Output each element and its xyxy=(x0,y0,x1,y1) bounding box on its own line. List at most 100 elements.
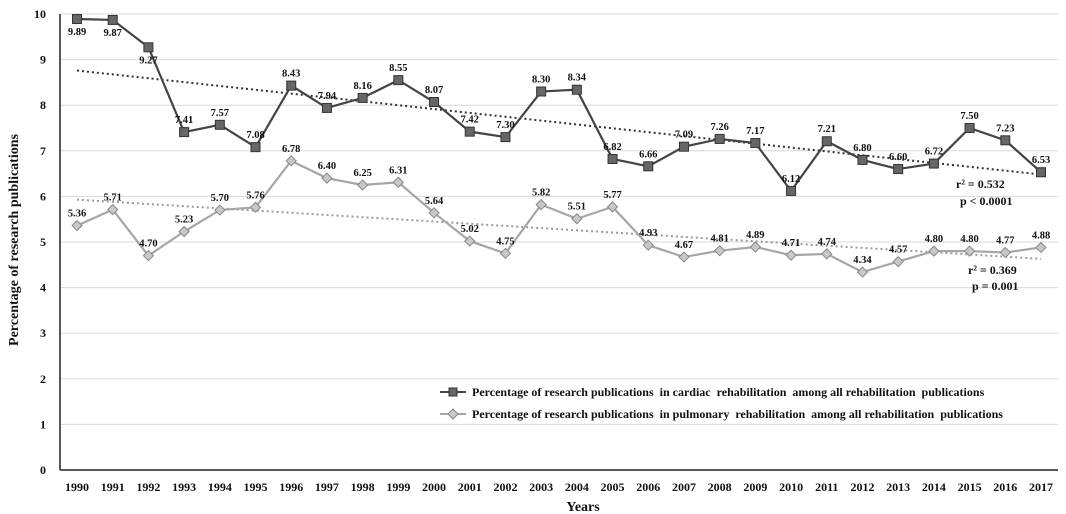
data-point xyxy=(501,133,510,142)
data-point xyxy=(751,139,760,148)
data-point xyxy=(608,155,617,164)
data-label: 5.02 xyxy=(461,224,479,235)
data-point xyxy=(857,267,867,277)
data-label: 6.60 xyxy=(889,152,907,163)
y-tick-label: 3 xyxy=(40,326,46,340)
x-tick-label: 2004 xyxy=(565,480,589,494)
data-label: 5.23 xyxy=(175,215,193,226)
legend-pulmonary-label: Percentage of research publications in p… xyxy=(472,407,1003,421)
data-point xyxy=(537,87,546,96)
data-point xyxy=(322,103,331,112)
x-tick-label: 2013 xyxy=(886,480,910,494)
data-point xyxy=(394,76,403,85)
data-label: 7.08 xyxy=(246,130,264,141)
data-point xyxy=(287,81,296,90)
data-point xyxy=(965,124,974,133)
x-tick-label: 2002 xyxy=(493,480,517,494)
x-tick-label: 1994 xyxy=(208,480,232,494)
data-point xyxy=(1036,242,1046,252)
data-point xyxy=(929,159,938,168)
data-label: 7.23 xyxy=(996,123,1014,134)
series-group xyxy=(72,15,1046,278)
y-tick-label: 7 xyxy=(40,144,46,158)
data-label: 6.82 xyxy=(603,142,621,153)
data-label: 4.88 xyxy=(1032,230,1050,241)
data-point xyxy=(430,98,439,107)
data-label: 6.66 xyxy=(639,149,657,160)
legend-cardiac-label: Percentage of research publications in c… xyxy=(472,385,985,399)
y-tick-label: 2 xyxy=(40,372,46,386)
data-label: 4.67 xyxy=(675,240,693,251)
data-label: 7.21 xyxy=(818,124,836,135)
data-label: 7.57 xyxy=(211,108,229,119)
x-axis-title: Years xyxy=(566,500,600,514)
x-tick-label: 1993 xyxy=(172,480,196,494)
y-tick-label: 9 xyxy=(40,53,46,67)
data-label: 5.70 xyxy=(211,193,229,204)
data-label: 5.76 xyxy=(246,190,264,201)
data-label: 8.34 xyxy=(568,73,587,84)
cardiac-r2: r² = 0.532 xyxy=(956,177,1005,191)
x-tick-label: 1992 xyxy=(136,480,160,494)
data-label: 4.80 xyxy=(960,234,978,245)
x-tick-label: 2007 xyxy=(672,480,696,494)
y-axis-ticks: 0 1 2 3 4 5 6 7 8 9 10 xyxy=(34,7,46,477)
data-point xyxy=(858,155,867,164)
data-point xyxy=(358,93,367,102)
x-tick-label: 2009 xyxy=(743,480,767,494)
data-point xyxy=(572,85,581,94)
legend-cardiac-marker xyxy=(449,388,457,396)
data-point xyxy=(251,143,260,152)
x-tick-label: 2001 xyxy=(458,480,482,494)
gridlines xyxy=(60,14,1058,424)
x-tick-label: 1995 xyxy=(244,480,268,494)
y-tick-label: 0 xyxy=(40,463,46,477)
data-label: 5.77 xyxy=(603,190,621,201)
data-label: 6.31 xyxy=(389,165,407,176)
data-label: 6.80 xyxy=(853,143,871,154)
data-label: 8.16 xyxy=(353,81,371,92)
data-label: 9.89 xyxy=(68,27,86,38)
data-label: 7.94 xyxy=(318,91,337,102)
data-label: 4.81 xyxy=(710,234,728,245)
data-label: 7.09 xyxy=(675,130,693,141)
data-labels: 9.89 9.879.277.417.577.088.437.948.168.55… xyxy=(68,27,1050,266)
data-label: 8.07 xyxy=(425,85,443,96)
data-point xyxy=(72,221,82,231)
data-label: 9.27 xyxy=(139,55,157,66)
data-point xyxy=(322,173,332,183)
x-tick-label: 1998 xyxy=(351,480,375,494)
data-label: 6.72 xyxy=(925,147,943,158)
data-point xyxy=(822,137,831,146)
data-point xyxy=(144,43,153,52)
data-label: 5.82 xyxy=(532,188,550,199)
data-label: 6.40 xyxy=(318,161,336,172)
legend: Percentage of research publications in c… xyxy=(440,385,1003,421)
data-point xyxy=(929,246,939,256)
data-label: 7.17 xyxy=(746,126,764,137)
x-axis-ticks: 1990 1991 1992 1993 1994 1995 1996 1997 1998 1999… xyxy=(65,480,1053,494)
data-label: 4.71 xyxy=(782,238,800,249)
data-point xyxy=(215,205,225,215)
data-label: 7.42 xyxy=(461,115,479,126)
x-tick-label: 2012 xyxy=(850,480,874,494)
x-tick-label: 2014 xyxy=(922,480,946,494)
data-point xyxy=(893,257,903,267)
x-tick-label: 2003 xyxy=(529,480,553,494)
data-label: 5.64 xyxy=(425,196,444,207)
data-point xyxy=(786,250,796,260)
y-tick-label: 10 xyxy=(34,7,46,21)
x-tick-label: 2005 xyxy=(601,480,625,494)
x-tick-label: 1999 xyxy=(386,480,410,494)
data-point xyxy=(679,142,688,151)
data-label: 4.70 xyxy=(139,239,157,250)
data-point xyxy=(1037,168,1046,177)
data-label: 8.30 xyxy=(532,75,550,86)
pulmonary-r2: r² = 0.369 xyxy=(968,263,1017,277)
data-point xyxy=(465,127,474,136)
y-tick-label: 8 xyxy=(40,98,46,112)
data-label: 4.34 xyxy=(853,255,872,266)
x-tick-label: 2016 xyxy=(993,480,1017,494)
x-tick-label: 1990 xyxy=(65,480,89,494)
data-label: 6.53 xyxy=(1032,155,1050,166)
